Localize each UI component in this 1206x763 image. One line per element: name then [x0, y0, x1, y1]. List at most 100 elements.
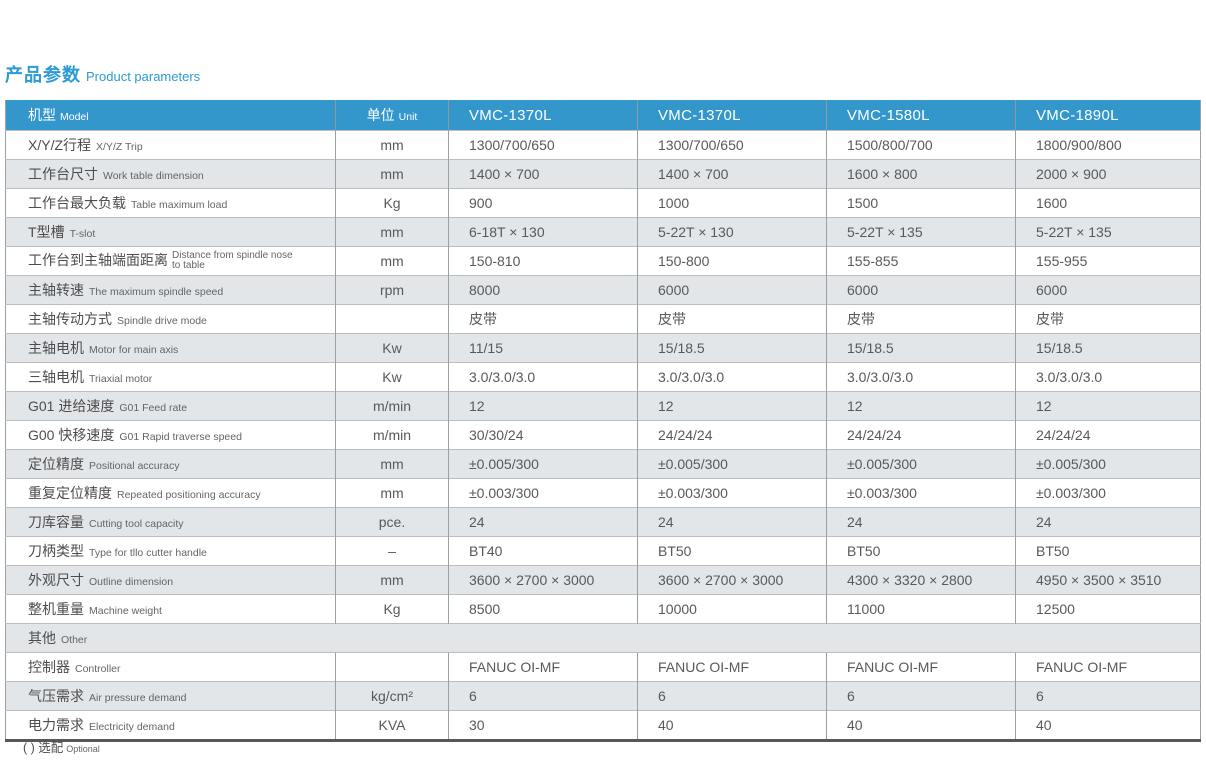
- param-value-cell: 4300 × 3320 × 2800: [826, 565, 1016, 595]
- header-unit-column: 单位 Unit: [335, 100, 449, 131]
- param-label-cell: 定位精度 Positional accuracy: [5, 449, 336, 479]
- param-value-cell: 12: [1015, 391, 1201, 421]
- param-value-cell: 40: [826, 710, 1016, 741]
- param-unit-cell: [335, 304, 449, 334]
- param-label-cell: 刀柄类型 Type for tllo cutter handle: [5, 536, 336, 566]
- param-value-cell: 10000: [637, 594, 827, 624]
- param-value-cell: 6000: [1015, 275, 1201, 305]
- param-value-cell: 150-810: [448, 246, 638, 276]
- param-label-en: Table maximum load: [131, 199, 228, 211]
- param-value-cell: 1300/700/650: [448, 130, 638, 160]
- param-label-en: T-slot: [69, 228, 96, 240]
- header-model-en: Model: [60, 111, 89, 123]
- param-label-cell: 工作台最大负载 Table maximum load: [5, 188, 336, 218]
- param-label-zh: 电力需求: [28, 717, 84, 733]
- param-value-cell: 24: [448, 507, 638, 537]
- param-label-en: G01 Feed rate: [119, 402, 188, 414]
- param-label-en: Electricity demand: [89, 721, 175, 733]
- param-label-zh: T型槽: [28, 224, 65, 240]
- param-value-cell: 30/30/24: [448, 420, 638, 450]
- page-title-zh: 产品参数: [5, 65, 81, 85]
- param-label-cell: 主轴传动方式 Spindle drive mode: [5, 304, 336, 334]
- param-value-cell: 1400 × 700: [637, 159, 827, 189]
- param-label-zh: 刀库容量: [28, 514, 84, 530]
- param-unit-cell: mm: [335, 246, 449, 276]
- section-label-cell: 其他 Other: [5, 623, 1201, 653]
- param-label-zh: 控制器: [28, 659, 70, 675]
- param-label-en: Motor for main axis: [89, 344, 179, 356]
- param-unit-cell: Kw: [335, 362, 449, 392]
- param-value-cell: BT50: [1015, 536, 1201, 566]
- param-label-en: G01 Rapid traverse speed: [119, 431, 242, 443]
- param-row: 工作台到主轴端面距离 Distance from spindle nose to …: [5, 246, 1201, 276]
- param-value-cell: 1000: [637, 188, 827, 218]
- param-value-cell: 5-22T × 135: [826, 217, 1016, 247]
- section-row: 其他 Other: [5, 623, 1201, 653]
- footnote-en: Optional: [66, 744, 100, 754]
- param-value-cell: 5-22T × 135: [1015, 217, 1201, 247]
- param-value-cell: 皮带: [1015, 304, 1201, 334]
- param-value-cell: 15/18.5: [1015, 333, 1201, 363]
- param-value-cell: 皮带: [826, 304, 1016, 334]
- param-label-cell: G00 快移速度 G01 Rapid traverse speed: [5, 420, 336, 450]
- param-value-cell: 24: [826, 507, 1016, 537]
- param-value-cell: 1800/900/800: [1015, 130, 1201, 160]
- header-model-vmc-1370l-b: VMC-1370L: [637, 100, 827, 131]
- param-value-cell: BT40: [448, 536, 638, 566]
- param-value-cell: 6000: [637, 275, 827, 305]
- param-value-cell: 1500: [826, 188, 1016, 218]
- param-value-cell: 6-18T × 130: [448, 217, 638, 247]
- param-value-cell: 5-22T × 130: [637, 217, 827, 247]
- param-row: 工作台最大负载 Table maximum load Kg 900 1000 1500 16…: [5, 188, 1201, 218]
- param-value-cell: 6: [826, 681, 1016, 711]
- param-row: 工作台尺寸 Work table dimension mm 1400 × 700 140…: [5, 159, 1201, 189]
- footnote: ( ) 选配 Optional: [23, 737, 100, 757]
- param-value-cell: ±0.003/300: [448, 478, 638, 508]
- param-label-en: Type for tllo cutter handle: [89, 547, 207, 559]
- param-value-cell: 24: [1015, 507, 1201, 537]
- param-value-cell: 1600 × 800: [826, 159, 1016, 189]
- param-label-en: Air pressure demand: [89, 692, 187, 704]
- param-label-en: Repeated positioning accuracy: [117, 489, 261, 501]
- param-label-cell: 主轴电机 Motor for main axis: [5, 333, 336, 363]
- param-unit-cell: Kg: [335, 188, 449, 218]
- param-label-zh: 定位精度: [28, 456, 84, 472]
- param-value-cell: 24/24/24: [826, 420, 1016, 450]
- param-value-cell: 24/24/24: [637, 420, 827, 450]
- param-row: 主轴转速 The maximum spindle speed rpm 8000 6000…: [5, 275, 1201, 305]
- param-value-cell: 12500: [1015, 594, 1201, 624]
- param-value-cell: 3.0/3.0/3.0: [1015, 362, 1201, 392]
- param-label-en: Triaxial motor: [89, 373, 153, 385]
- param-value-cell: 4950 × 3500 × 3510: [1015, 565, 1201, 595]
- param-value-cell: 3600 × 2700 × 3000: [448, 565, 638, 595]
- header-model-vmc-1580l: VMC-1580L: [826, 100, 1016, 131]
- param-label-cell: 控制器 Controller: [5, 652, 336, 682]
- param-row: X/Y/Z行程 X/Y/Z Trip mm 1300/700/650 1300/700/…: [5, 130, 1201, 160]
- param-value-cell: FANUC OI-MF: [448, 652, 638, 682]
- param-label-cell: 电力需求 Electricity demand: [5, 710, 336, 741]
- param-value-cell: ±0.005/300: [448, 449, 638, 479]
- param-label-cell: G01 进给速度 G01 Feed rate: [5, 391, 336, 421]
- param-unit-cell: m/min: [335, 420, 449, 450]
- param-row: 三轴电机 Triaxial motor Kw 3.0/3.0/3.0 3.0/3.0/3…: [5, 362, 1201, 392]
- header-model-vmc-1890l: VMC-1890L: [1015, 100, 1201, 131]
- param-value-cell: 12: [448, 391, 638, 421]
- param-unit-cell: KVA: [335, 710, 449, 741]
- page-title-en: Product parameters: [86, 69, 201, 84]
- param-value-cell: BT50: [637, 536, 827, 566]
- param-value-cell: 40: [1015, 710, 1201, 741]
- param-label-zh: 工作台最大负载: [28, 195, 126, 211]
- param-unit-cell: m/min: [335, 391, 449, 421]
- param-row: 电力需求 Electricity demand KVA 30 40 40 40: [5, 710, 1201, 741]
- param-value-cell: 15/18.5: [826, 333, 1016, 363]
- param-value-cell: 8000: [448, 275, 638, 305]
- param-row: 定位精度 Positional accuracy mm ±0.005/300 ±0.00…: [5, 449, 1201, 479]
- header-model-zh: 机型: [28, 107, 56, 123]
- param-value-cell: 2000 × 900: [1015, 159, 1201, 189]
- param-row: 重复定位精度 Repeated positioning accuracy mm ±0.…: [5, 478, 1201, 508]
- param-value-cell: ±0.003/300: [826, 478, 1016, 508]
- param-value-cell: ±0.005/300: [637, 449, 827, 479]
- param-row: 主轴传动方式 Spindle drive mode 皮带 皮带 皮带 皮带: [5, 304, 1201, 334]
- param-label-cell: 工作台尺寸 Work table dimension: [5, 159, 336, 189]
